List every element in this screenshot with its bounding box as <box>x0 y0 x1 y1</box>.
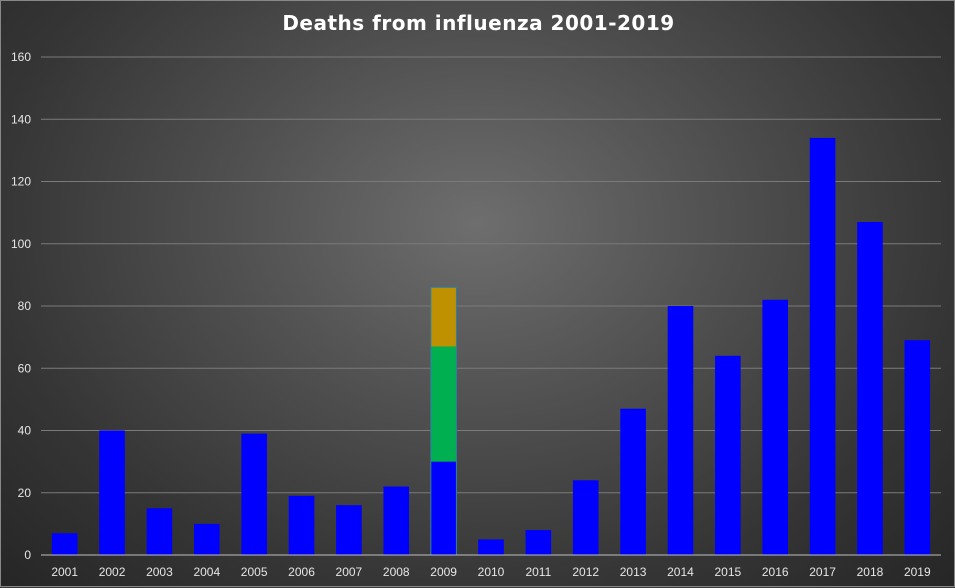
bar <box>667 306 694 555</box>
x-tick-label: 2007 <box>336 565 363 579</box>
bar <box>715 355 741 555</box>
x-tick-label: 2011 <box>525 565 551 579</box>
x-tick-label: 2002 <box>99 565 126 579</box>
y-tick-label: 160 <box>11 50 31 64</box>
x-tick-label: 2008 <box>383 565 410 579</box>
x-tick-label: 2019 <box>904 565 931 579</box>
y-tick-label: 100 <box>11 237 31 251</box>
bar <box>430 461 457 555</box>
bar <box>857 221 883 555</box>
x-tick-label: 2013 <box>620 565 647 579</box>
bar <box>620 408 646 555</box>
bar <box>146 508 173 555</box>
y-tick-label: 0 <box>24 548 31 562</box>
y-tick-label: 140 <box>11 112 31 126</box>
x-tick-label: 2014 <box>667 565 694 579</box>
y-tick-label: 20 <box>18 486 32 500</box>
bar <box>430 287 457 347</box>
x-tick-label: 2006 <box>288 565 315 579</box>
x-tick-label: 2012 <box>572 565 599 579</box>
bar <box>572 480 599 555</box>
bar <box>430 346 457 462</box>
bar <box>478 539 504 555</box>
bar <box>809 137 836 556</box>
y-tick-label: 80 <box>18 299 32 313</box>
y-tick-label: 120 <box>11 175 31 189</box>
bar <box>194 523 220 555</box>
bar <box>904 340 931 555</box>
y-tick-label: 60 <box>18 361 32 375</box>
y-tick-label: 40 <box>18 424 32 438</box>
bar <box>762 299 788 555</box>
bar <box>288 495 315 555</box>
bar <box>336 505 362 555</box>
x-tick-label: 2009 <box>430 565 457 579</box>
bar <box>241 433 267 555</box>
x-tick-label: 2010 <box>478 565 505 579</box>
x-tick-label: 2003 <box>146 565 173 579</box>
x-tick-label: 2015 <box>714 565 741 579</box>
x-tick-label: 2001 <box>51 565 78 579</box>
x-tick-label: 2005 <box>241 565 268 579</box>
x-tick-label: 2004 <box>193 565 220 579</box>
x-tick-label: 2016 <box>762 565 789 579</box>
bar <box>51 533 78 555</box>
chart-title: Deaths from influenza 2001-2019 <box>282 11 675 35</box>
x-tick-label: 2017 <box>809 565 836 579</box>
x-tick-label: 2018 <box>857 565 884 579</box>
bar <box>383 486 410 555</box>
bar <box>525 530 552 555</box>
bar <box>99 430 125 555</box>
